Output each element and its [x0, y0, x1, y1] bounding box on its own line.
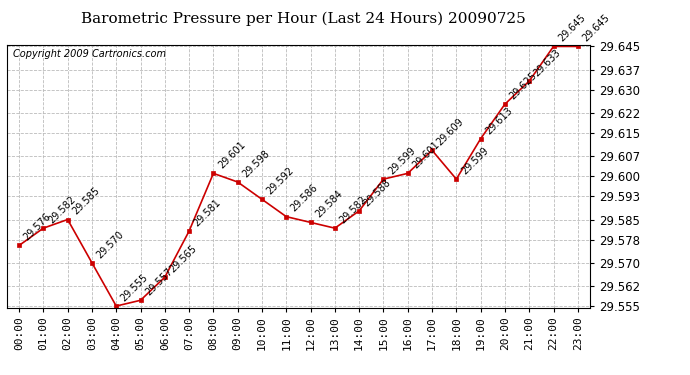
Text: 29.613: 29.613 [484, 105, 514, 136]
Text: 29.586: 29.586 [289, 183, 320, 214]
Text: 29.645: 29.645 [580, 13, 611, 44]
Text: Copyright 2009 Cartronics.com: Copyright 2009 Cartronics.com [12, 49, 166, 59]
Text: 29.601: 29.601 [216, 140, 247, 171]
Text: 29.557: 29.557 [144, 266, 175, 297]
Text: 29.598: 29.598 [241, 148, 271, 179]
Text: 29.633: 29.633 [532, 47, 563, 78]
Text: 29.625: 29.625 [508, 70, 539, 101]
Text: 29.645: 29.645 [556, 13, 587, 44]
Text: 29.581: 29.581 [192, 197, 223, 228]
Text: 29.584: 29.584 [313, 189, 344, 220]
Text: Barometric Pressure per Hour (Last 24 Hours) 20090725: Barometric Pressure per Hour (Last 24 Ho… [81, 11, 526, 26]
Text: 29.599: 29.599 [459, 146, 490, 176]
Text: 29.599: 29.599 [386, 146, 417, 176]
Text: 29.585: 29.585 [70, 186, 101, 217]
Text: 29.609: 29.609 [435, 117, 466, 147]
Text: 29.582: 29.582 [337, 194, 368, 225]
Text: 29.570: 29.570 [95, 229, 126, 260]
Text: 29.576: 29.576 [22, 211, 53, 243]
Text: 29.582: 29.582 [46, 194, 77, 225]
Text: 29.592: 29.592 [265, 165, 296, 196]
Text: 29.565: 29.565 [168, 243, 199, 274]
Text: 29.555: 29.555 [119, 272, 150, 303]
Text: 29.601: 29.601 [411, 140, 442, 171]
Text: 29.588: 29.588 [362, 177, 393, 208]
